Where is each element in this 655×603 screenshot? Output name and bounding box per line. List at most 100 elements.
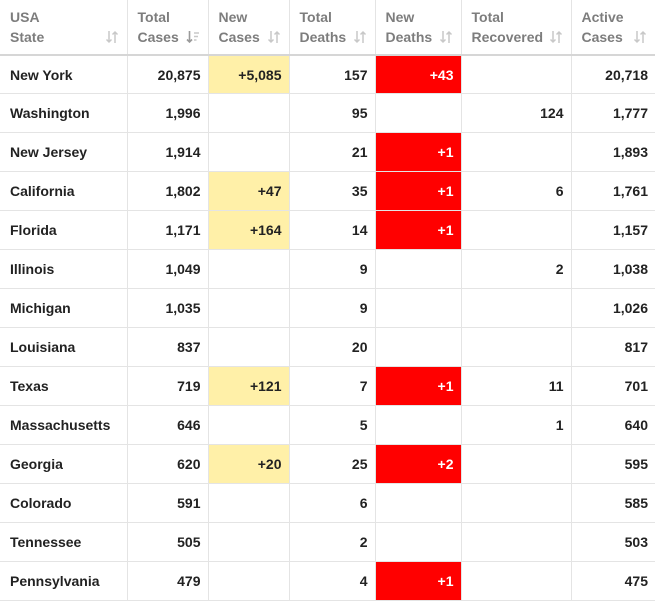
cell-total-deaths: 14	[289, 210, 376, 250]
column-header-label: USA State	[10, 9, 45, 45]
sort-arrows-icon[interactable]	[353, 30, 367, 44]
sort-arrows-icon[interactable]	[549, 30, 563, 44]
cell-new-cases	[208, 132, 290, 172]
table-row: Massachusetts 646 5 1 640	[0, 405, 655, 445]
cell-total-cases: 837	[127, 327, 209, 367]
cell-total-cases: 1,171	[127, 210, 209, 250]
cell-new-cases	[208, 93, 290, 133]
cell-new-deaths	[375, 288, 462, 328]
cell-new-cases: +20	[208, 444, 290, 484]
cell-new-cases: +121	[208, 366, 290, 406]
column-header-total-deaths[interactable]: Total Deaths	[289, 0, 376, 56]
cell-new-cases	[208, 561, 290, 601]
cell-new-deaths	[375, 483, 462, 523]
table-row: Colorado 591 6 585	[0, 483, 655, 523]
cell-total-deaths: 9	[289, 249, 376, 289]
table-body: New York 20,875 +5,085 157 +43 20,718 Wa…	[0, 55, 655, 601]
cell-state: Louisiana	[0, 327, 128, 367]
table-header-row: USA State Total Cases New Cases Total De…	[0, 0, 655, 56]
cell-new-deaths	[375, 405, 462, 445]
cell-total-recovered	[461, 444, 572, 484]
cell-state: Pennsylvania	[0, 561, 128, 601]
cell-active-cases: 1,026	[571, 288, 655, 328]
cell-new-deaths: +1	[375, 366, 462, 406]
cell-total-recovered	[461, 327, 572, 367]
cell-new-cases	[208, 522, 290, 562]
cell-new-deaths: +43	[375, 55, 462, 94]
cell-new-cases: +5,085	[208, 55, 290, 94]
cell-active-cases: 585	[571, 483, 655, 523]
cell-total-deaths: 35	[289, 171, 376, 211]
cell-new-cases	[208, 288, 290, 328]
sort-arrows-icon[interactable]	[267, 30, 281, 44]
table-row: Michigan 1,035 9 1,026	[0, 288, 655, 328]
cell-total-recovered: 11	[461, 366, 572, 406]
sort-arrows-icon[interactable]	[439, 30, 453, 44]
cell-new-deaths	[375, 327, 462, 367]
cell-total-recovered: 124	[461, 93, 572, 133]
cell-state: California	[0, 171, 128, 211]
cell-state: New Jersey	[0, 132, 128, 172]
column-header-label: New Cases	[218, 9, 260, 45]
cell-new-deaths	[375, 93, 462, 133]
cell-total-cases: 1,802	[127, 171, 209, 211]
cell-total-deaths: 20	[289, 327, 376, 367]
table-row: Florida 1,171 +164 14 +1 1,157	[0, 210, 655, 250]
cell-total-cases: 479	[127, 561, 209, 601]
cell-new-deaths	[375, 249, 462, 289]
cell-new-cases	[208, 483, 290, 523]
cell-new-deaths: +1	[375, 561, 462, 601]
cell-state: Tennessee	[0, 522, 128, 562]
cell-active-cases: 1,777	[571, 93, 655, 133]
cell-state: Colorado	[0, 483, 128, 523]
column-header-new-deaths[interactable]: New Deaths	[375, 0, 462, 56]
sort-arrows-icon[interactable]	[633, 30, 647, 44]
cell-total-recovered: 1	[461, 405, 572, 445]
cell-total-cases: 620	[127, 444, 209, 484]
column-header-total-recovered[interactable]: Total Recovered	[461, 0, 572, 56]
cell-active-cases: 1,038	[571, 249, 655, 289]
column-header-active-cases[interactable]: Active Cases	[571, 0, 655, 56]
table-row: Louisiana 837 20 817	[0, 327, 655, 367]
table-row: New York 20,875 +5,085 157 +43 20,718	[0, 55, 655, 94]
cell-total-deaths: 25	[289, 444, 376, 484]
table-row: Tennessee 505 2 503	[0, 522, 655, 562]
cell-active-cases: 701	[571, 366, 655, 406]
table-row: Georgia 620 +20 25 +2 595	[0, 444, 655, 484]
cell-state: Texas	[0, 366, 128, 406]
cell-total-cases: 1,914	[127, 132, 209, 172]
column-header-state[interactable]: USA State	[0, 0, 128, 56]
cell-total-deaths: 2	[289, 522, 376, 562]
cell-new-deaths	[375, 522, 462, 562]
sort-arrows-icon[interactable]	[105, 30, 119, 44]
cell-new-cases: +47	[208, 171, 290, 211]
column-header-new-cases[interactable]: New Cases	[208, 0, 290, 56]
cell-total-deaths: 21	[289, 132, 376, 172]
cell-new-cases: +164	[208, 210, 290, 250]
cell-total-recovered	[461, 132, 572, 172]
column-header-label: Total Deaths	[299, 9, 347, 45]
cell-active-cases: 20,718	[571, 55, 655, 94]
cell-state: New York	[0, 55, 128, 94]
cell-total-recovered	[461, 561, 572, 601]
cell-total-cases: 591	[127, 483, 209, 523]
cell-active-cases: 640	[571, 405, 655, 445]
cell-state: Massachusetts	[0, 405, 128, 445]
sort-desc-active-icon[interactable]	[185, 30, 200, 44]
cell-total-recovered	[461, 522, 572, 562]
cell-new-cases	[208, 327, 290, 367]
column-header-label: Total Cases	[137, 9, 179, 45]
cell-total-cases: 1,996	[127, 93, 209, 133]
cell-total-cases: 646	[127, 405, 209, 445]
cell-state: Georgia	[0, 444, 128, 484]
cell-state: Florida	[0, 210, 128, 250]
cell-total-deaths: 157	[289, 55, 376, 94]
cell-state: Illinois	[0, 249, 128, 289]
cell-state: Michigan	[0, 288, 128, 328]
column-header-total-cases[interactable]: Total Cases	[127, 0, 209, 56]
cell-total-deaths: 6	[289, 483, 376, 523]
table-row: Washington 1,996 95 124 1,777	[0, 93, 655, 133]
cell-total-deaths: 5	[289, 405, 376, 445]
cell-total-cases: 1,049	[127, 249, 209, 289]
